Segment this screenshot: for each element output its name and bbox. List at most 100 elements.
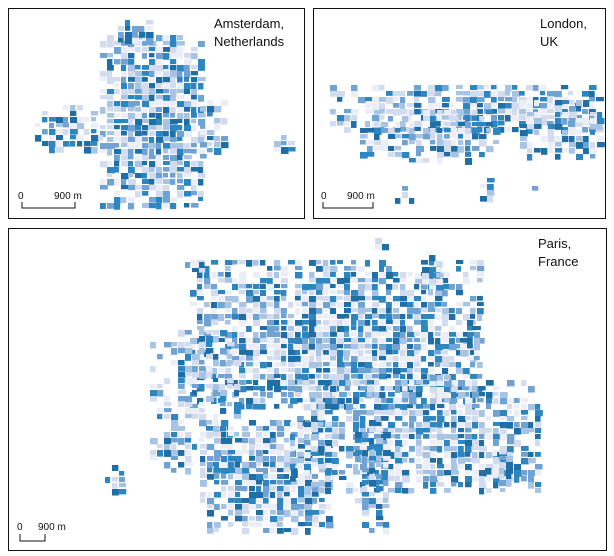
map-parcel xyxy=(388,488,395,493)
map-parcel xyxy=(535,470,541,476)
map-parcel xyxy=(77,117,83,122)
map-parcel xyxy=(362,468,369,472)
map-parcel xyxy=(430,434,438,438)
map-parcel xyxy=(505,97,513,101)
map-parcel xyxy=(107,119,114,123)
map-parcel xyxy=(381,416,389,421)
map-parcel xyxy=(156,101,164,105)
map-parcel xyxy=(449,284,455,290)
map-parcel xyxy=(242,480,249,485)
map-parcel xyxy=(569,118,575,122)
map-parcel xyxy=(463,314,470,321)
map-parcel xyxy=(429,273,437,278)
map-parcel xyxy=(114,113,120,117)
map-parcel xyxy=(211,302,217,309)
map-parcel xyxy=(277,492,283,499)
map-parcel xyxy=(200,106,206,112)
map-parcel xyxy=(562,112,569,117)
map-parcel xyxy=(346,416,352,422)
map-parcel xyxy=(442,350,448,354)
map-parcel xyxy=(77,135,84,141)
map-parcel xyxy=(442,362,449,367)
map-parcel xyxy=(149,89,155,95)
map-parcel xyxy=(267,302,273,307)
map-parcel xyxy=(170,53,178,58)
map-parcel xyxy=(297,422,303,429)
map-parcel xyxy=(114,101,120,106)
map-parcel xyxy=(480,184,487,188)
map-parcel xyxy=(256,426,264,431)
map-parcel xyxy=(185,354,191,361)
map-parcel xyxy=(423,116,431,121)
map-parcel xyxy=(312,522,318,527)
map-parcel xyxy=(157,354,163,359)
map-parcel xyxy=(274,302,279,308)
map-parcel xyxy=(437,464,444,468)
map-parcel xyxy=(170,65,176,70)
map-parcel xyxy=(386,326,391,330)
map-parcel xyxy=(576,118,584,122)
map-parcel xyxy=(199,402,205,407)
map-parcel xyxy=(383,444,391,451)
map-parcel xyxy=(330,121,336,126)
map-parcel xyxy=(142,173,147,178)
map-parcel xyxy=(274,368,279,375)
map-parcel xyxy=(367,410,374,415)
map-parcel xyxy=(393,326,400,331)
map-parcel xyxy=(360,422,365,428)
map-parcel xyxy=(379,278,386,284)
map-parcel xyxy=(184,53,191,58)
map-parcel xyxy=(386,266,392,272)
map-parcel xyxy=(263,492,269,497)
map-parcel xyxy=(156,197,162,203)
map-parcel xyxy=(197,326,204,330)
map-parcel xyxy=(534,124,542,129)
map-parcel xyxy=(421,308,428,312)
map-parcel xyxy=(332,458,339,464)
map-parcel xyxy=(316,344,323,350)
map-parcel xyxy=(128,53,134,58)
map-parcel xyxy=(421,326,428,332)
map-parcel xyxy=(204,320,211,326)
map-parcel xyxy=(323,302,330,309)
map-parcel xyxy=(177,155,183,160)
map-parcel xyxy=(277,516,283,521)
map-parcel xyxy=(332,428,338,435)
map-parcel xyxy=(260,404,266,410)
map-parcel xyxy=(316,326,322,332)
map-parcel xyxy=(242,444,247,451)
map-parcel xyxy=(288,141,295,145)
map-parcel xyxy=(100,77,106,81)
map-parcel xyxy=(451,416,457,423)
map-parcel xyxy=(444,122,452,126)
map-parcel xyxy=(414,103,421,108)
map-parcel xyxy=(234,414,241,419)
map-parcel xyxy=(206,348,213,353)
map-parcel xyxy=(63,129,68,135)
map-parcel xyxy=(365,338,370,345)
map-parcel xyxy=(374,398,380,403)
map-parcel xyxy=(330,374,338,380)
map-parcel xyxy=(402,152,409,158)
map-parcel xyxy=(451,422,457,428)
map-parcel xyxy=(185,396,192,402)
map-parcel xyxy=(430,375,437,381)
map-parcel xyxy=(330,302,336,306)
map-parcel xyxy=(184,161,190,168)
map-parcel xyxy=(589,97,595,101)
map-parcel xyxy=(437,470,444,476)
map-parcel xyxy=(178,396,186,401)
map-parcel xyxy=(281,326,287,331)
map-parcel xyxy=(304,488,311,495)
map-parcel xyxy=(318,440,325,446)
map-parcel xyxy=(316,386,322,391)
map-parcel xyxy=(213,378,218,382)
map-parcel xyxy=(460,350,467,357)
map-parcel xyxy=(267,392,273,398)
map-parcel xyxy=(297,380,303,385)
map-parcel xyxy=(400,127,406,132)
map-parcel xyxy=(290,434,295,441)
map-parcel xyxy=(590,118,597,123)
map-parcel xyxy=(142,71,149,76)
map-parcel xyxy=(463,97,471,103)
